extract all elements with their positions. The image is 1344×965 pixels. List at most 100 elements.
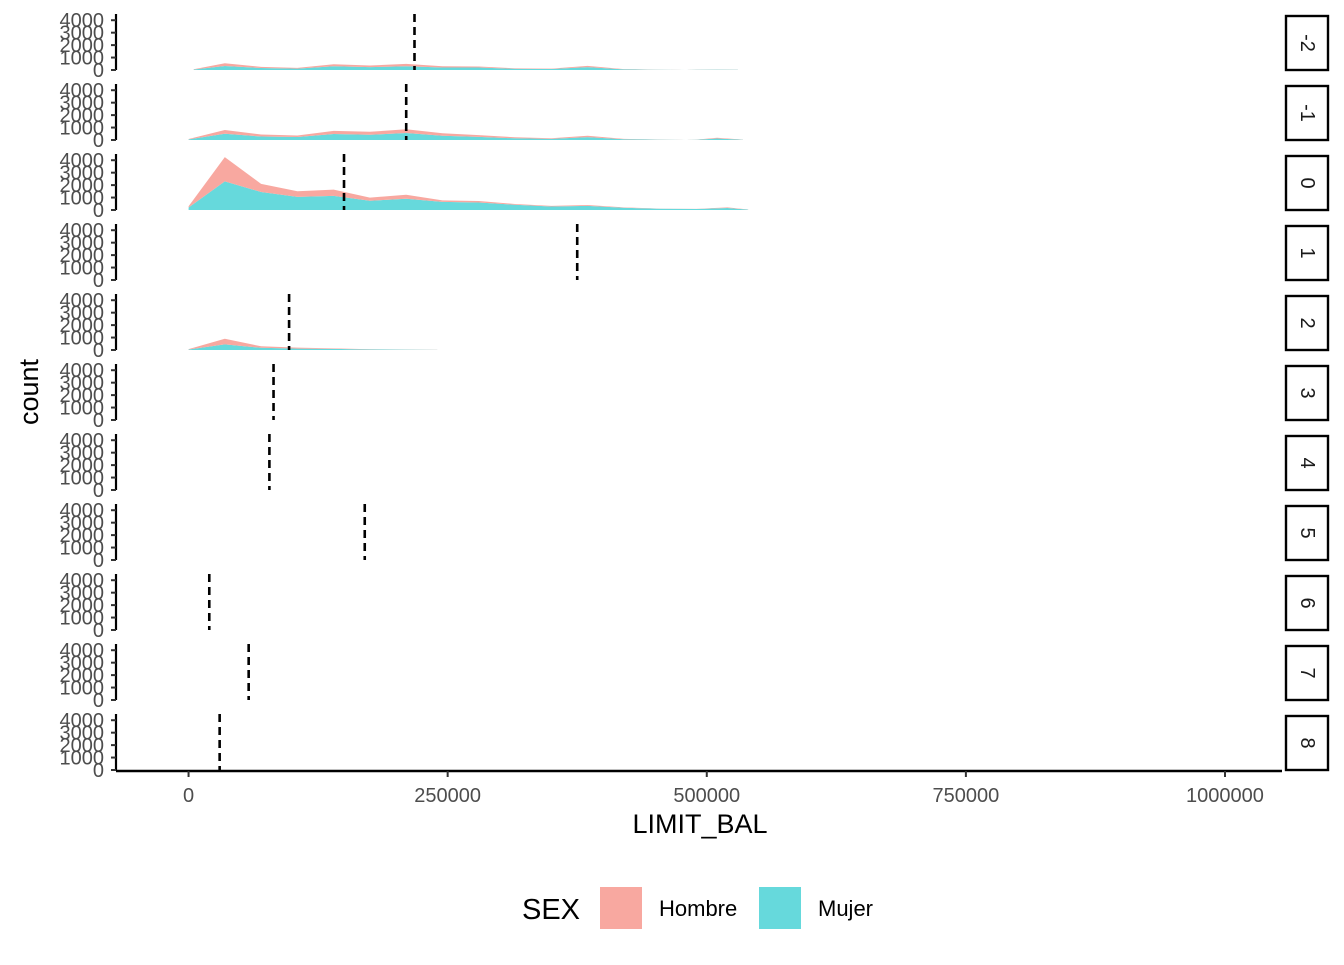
y-tick-label-panel-2-1000: 1000 [60, 328, 105, 350]
facet-strip-label-4: 4 [1296, 457, 1318, 468]
area-mujer-panel-1 [188, 133, 744, 140]
facet-panels: 01000200030004000-201000200030004000-101… [60, 10, 1330, 782]
facet-strip-7 [1284, 644, 1330, 702]
facet-strip-0 [1284, 154, 1330, 212]
facet-strip-label-2: -2 [1296, 34, 1318, 52]
facet-strip-label-2: 2 [1296, 317, 1318, 328]
legend-label-mujer: Mujer [818, 896, 873, 921]
y-tick-label-panel-5-4000: 4000 [60, 500, 105, 522]
legend-key-hombre [600, 887, 642, 929]
facet-strip-label-1: -1 [1296, 104, 1318, 122]
y-tick-label-panel-4-1000: 1000 [60, 468, 105, 490]
y-tick-label-panel-3-3000: 3000 [60, 373, 105, 395]
y-tick-label-panel-4-4000: 4000 [60, 430, 105, 452]
legend: SEX Hombre Mujer [522, 887, 873, 929]
y-tick-label-panel-1-4000: 4000 [60, 80, 105, 102]
y-tick-label-panel-5-0: 0 [93, 550, 104, 572]
legend-key-mujer [759, 887, 801, 929]
y-tick-label-panel-7-4000: 4000 [60, 640, 105, 662]
y-tick-label-panel-8-4000: 4000 [60, 710, 105, 732]
y-tick-label-panel-2-2000: 2000 [60, 315, 105, 337]
area-hombre-panel-2 [193, 63, 738, 70]
y-tick-label-panel-0-0: 0 [93, 200, 104, 222]
y-tick-label-panel-5-2000: 2000 [60, 525, 105, 547]
y-tick-label-panel-0-1000: 1000 [60, 188, 105, 210]
y-tick-label-panel-1-1000: 1000 [60, 258, 105, 280]
facet-strip-6 [1284, 574, 1330, 632]
facet-strip-2 [1284, 294, 1330, 352]
y-tick-label-panel-1-3000: 3000 [60, 233, 105, 255]
y-tick-label-panel-1-3000: 3000 [60, 93, 105, 115]
facet-strip-3 [1284, 364, 1330, 422]
y-tick-label-panel-4-3000: 3000 [60, 443, 105, 465]
y-tick-label-panel-2-0: 0 [93, 60, 104, 82]
facet-strip-label-5: 5 [1296, 527, 1318, 538]
facet-strip-1 [1284, 224, 1330, 282]
facet-strip-5 [1284, 504, 1330, 562]
y-tick-label-panel-7-0: 0 [93, 690, 104, 712]
area-mujer-panel-2 [188, 344, 438, 350]
y-tick-label-panel-4-0: 0 [93, 480, 104, 502]
facet-strip-2 [1284, 14, 1330, 72]
facet-strip-4 [1284, 434, 1330, 492]
x-tick-label-1000000: 1000000 [1186, 785, 1264, 807]
area-mujer-panel-0 [188, 181, 749, 210]
y-tick-label-panel-4-2000: 2000 [60, 455, 105, 477]
y-tick-label-panel-6-0: 0 [93, 620, 104, 642]
y-tick-label-panel-2-3000: 3000 [60, 303, 105, 325]
y-tick-label-panel-1-2000: 2000 [60, 105, 105, 127]
y-tick-label-panel-3-4000: 4000 [60, 360, 105, 382]
y-tick-label-panel-3-1000: 1000 [60, 398, 105, 420]
y-tick-label-panel-0-2000: 2000 [60, 175, 105, 197]
y-tick-label-panel-0-3000: 3000 [60, 163, 105, 185]
y-tick-label-panel-7-1000: 1000 [60, 678, 105, 700]
x-tick-label-750000: 750000 [933, 785, 1000, 807]
y-tick-label-panel-1-0: 0 [93, 130, 104, 152]
x-tick-label-0: 0 [183, 785, 194, 807]
y-tick-label-panel-8-2000: 2000 [60, 735, 105, 757]
facet-strip-label-8: 8 [1296, 737, 1318, 748]
y-tick-label-panel-2-0: 0 [93, 340, 104, 362]
y-axis-title: count [14, 358, 44, 425]
y-tick-label-panel-1-0: 0 [93, 270, 104, 292]
y-tick-label-panel-0-4000: 4000 [60, 150, 105, 172]
x-axis: 0 250000 500000 750000 1000000 [116, 769, 1282, 807]
y-tick-label-panel-2-3000: 3000 [60, 23, 105, 45]
legend-title: SEX [522, 894, 580, 926]
x-tick-label-250000: 250000 [414, 785, 481, 807]
legend-label-hombre: Hombre [659, 896, 737, 921]
y-tick-label-panel-7-3000: 3000 [60, 653, 105, 675]
y-tick-label-panel-8-0: 0 [93, 760, 104, 782]
y-tick-label-panel-8-3000: 3000 [60, 723, 105, 745]
facet-strip-label-0: 0 [1296, 177, 1318, 188]
y-tick-label-panel-6-3000: 3000 [60, 583, 105, 605]
y-tick-label-panel-5-1000: 1000 [60, 538, 105, 560]
y-tick-label-panel-5-3000: 3000 [60, 513, 105, 535]
facet-strip-8 [1284, 714, 1330, 772]
y-tick-label-panel-7-2000: 2000 [60, 665, 105, 687]
y-tick-label-panel-2-4000: 4000 [60, 290, 105, 312]
facet-strip-1 [1284, 84, 1330, 142]
facet-strip-label-3: 3 [1296, 387, 1318, 398]
y-tick-label-panel-1-2000: 2000 [60, 245, 105, 267]
y-tick-label-panel-2-4000: 4000 [60, 10, 105, 32]
y-tick-label-panel-2-2000: 2000 [60, 35, 105, 57]
y-tick-label-panel-6-2000: 2000 [60, 595, 105, 617]
y-tick-label-panel-6-1000: 1000 [60, 608, 105, 630]
y-tick-label-panel-1-1000: 1000 [60, 118, 105, 140]
y-tick-label-panel-6-4000: 4000 [60, 570, 105, 592]
area-hombre-panel-2 [188, 338, 438, 350]
facet-strip-label-7: 7 [1296, 667, 1318, 678]
y-tick-label-panel-8-1000: 1000 [60, 748, 105, 770]
facet-strip-label-6: 6 [1296, 597, 1318, 608]
area-mujer-panel-2 [193, 66, 738, 70]
